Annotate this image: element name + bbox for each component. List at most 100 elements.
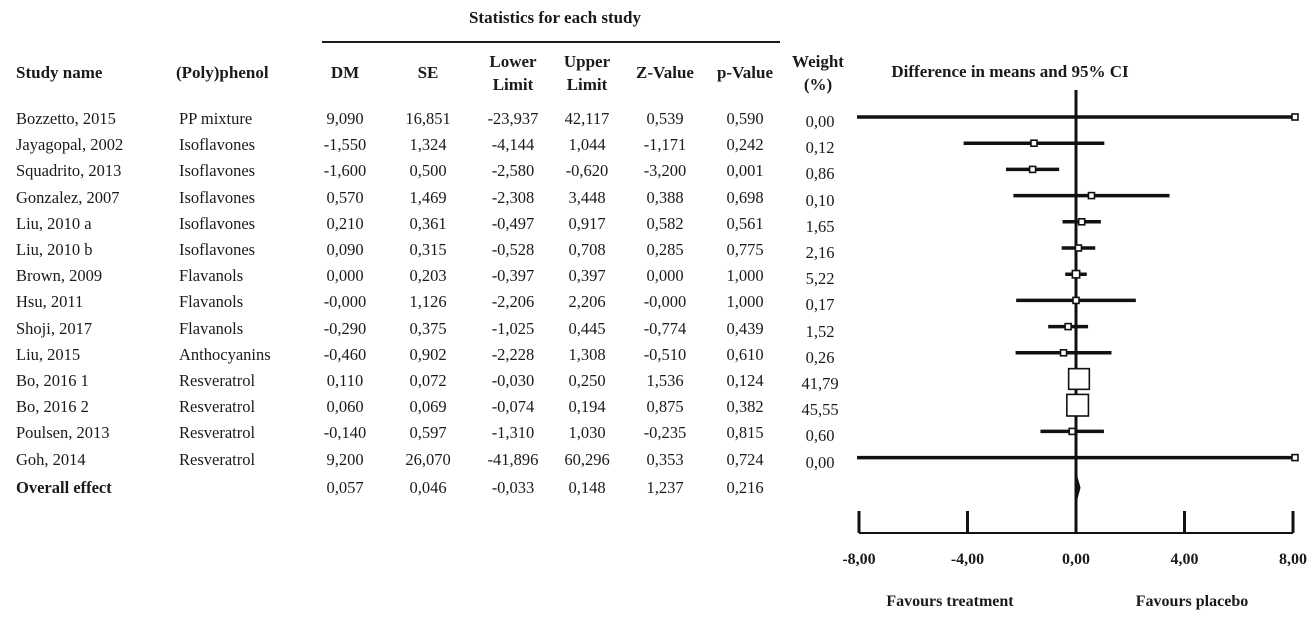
p-value: 1,000	[726, 266, 764, 286]
weight-value: 0,26	[805, 347, 835, 367]
upper-limit-value: 0,445	[568, 318, 606, 338]
z-value: 0,388	[646, 187, 684, 207]
forest-plot: Difference in means and 95% CI -8,00 -4,00…	[842, 62, 1307, 610]
x-tick-label: 0,00	[1062, 551, 1090, 568]
overall-z: 1,237	[646, 477, 684, 497]
study-name: Gonzalez, 2007	[16, 187, 120, 207]
upper-limit-value: 42,117	[564, 109, 610, 128]
study-name: Bo, 2016 2	[16, 397, 89, 417]
study-name: Jayagopal, 2002	[16, 135, 124, 155]
p-value: 0,382	[726, 397, 764, 417]
polyphenol: Resveratrol	[179, 449, 256, 469]
p-value: 0,001	[726, 161, 764, 181]
upper-limit-value: -0,620	[565, 161, 609, 181]
se-value: 0,069	[409, 397, 447, 417]
polyphenol: Resveratrol	[179, 397, 256, 417]
study-name: Liu, 2010 a	[16, 213, 92, 233]
header-se: SE	[417, 63, 439, 82]
x-tick-label: -4,00	[951, 551, 984, 568]
upper-limit-value: 1,044	[568, 135, 606, 155]
se-value: 0,902	[409, 344, 447, 364]
lower-limit-value: -1,310	[491, 423, 535, 443]
lower-limit-value: -0,497	[491, 213, 535, 233]
upper-limit-value: 0,917	[568, 213, 606, 233]
z-value: 0,875	[646, 397, 684, 417]
p-value: 0,698	[726, 187, 764, 207]
lower-limit-value: -2,206	[491, 292, 535, 312]
z-value: -0,235	[643, 423, 687, 443]
dm-value: -1,600	[323, 161, 367, 181]
point-estimate	[1077, 218, 1086, 226]
se-value: 0,597	[409, 423, 447, 443]
point-estimate	[1064, 322, 1072, 331]
upper-limit-value: 0,194	[568, 397, 606, 417]
z-value: 0,582	[646, 213, 684, 233]
z-value: 0,000	[646, 266, 684, 286]
study-name: Bo, 2016 1	[16, 371, 89, 390]
dm-value: 0,110	[326, 371, 364, 390]
p-value: 0,439	[726, 318, 764, 338]
weight-value: 1,65	[805, 216, 835, 236]
polyphenol: Flavanols	[179, 292, 244, 312]
header-z-value: Z-Value	[636, 63, 694, 82]
dm-value: -0,000	[323, 292, 367, 312]
se-value: 0,500	[409, 161, 447, 181]
study-name: Brown, 2009	[16, 266, 103, 286]
polyphenol: Anthocyanins	[179, 344, 271, 364]
point-estimate	[1059, 348, 1068, 357]
p-value: 0,561	[726, 213, 764, 233]
se-value: 0,072	[409, 371, 447, 390]
header-lower-1: Lower	[489, 52, 537, 71]
z-value: 0,353	[646, 449, 684, 469]
point-estimate	[1066, 393, 1090, 417]
p-value: 0,815	[726, 423, 764, 443]
dm-value: 0,000	[326, 266, 364, 286]
study-name: Bozzetto, 2015	[16, 109, 116, 128]
polyphenol: PP mixture	[179, 109, 253, 128]
x-tick-label: -8,00	[842, 551, 875, 568]
x-tick-label: 4,00	[1171, 551, 1199, 568]
group-header: Statistics for each study	[468, 8, 642, 27]
header-lower-2: Limit	[492, 75, 534, 94]
dm-value: 0,570	[326, 187, 364, 207]
header-p-value: p-Value	[716, 63, 774, 82]
lower-limit-value: -0,030	[491, 371, 535, 390]
z-value: 1,536	[646, 371, 684, 390]
polyphenol: Flavanols	[179, 318, 244, 338]
weight-value: 5,22	[805, 269, 835, 289]
upper-limit-value: 1,308	[568, 344, 606, 364]
p-value: 0,242	[726, 135, 764, 155]
header-weight-2: (%)	[803, 75, 833, 94]
dm-value: 9,200	[326, 449, 364, 469]
upper-limit-value: 2,206	[568, 292, 606, 312]
dm-value: -0,460	[323, 344, 367, 364]
study-name: Shoji, 2017	[16, 318, 93, 338]
point-estimate	[1291, 453, 1299, 462]
upper-limit-value: 0,708	[568, 240, 606, 259]
weight-value: 41,79	[801, 374, 839, 393]
point-estimate	[1028, 165, 1037, 174]
polyphenol: Isoflavones	[179, 187, 256, 207]
lower-limit-value: -23,937	[487, 109, 539, 128]
p-value: 0,775	[726, 240, 764, 259]
dm-value: 0,210	[326, 213, 364, 233]
header-dm: DM	[330, 63, 360, 82]
header-upper-1: Upper	[563, 52, 611, 71]
overall-upper: 0,148	[568, 477, 606, 497]
se-value: 0,361	[409, 213, 447, 233]
overall-label: Overall effect	[16, 477, 112, 497]
header-upper-2: Limit	[566, 75, 608, 94]
weight-value: 0,60	[805, 426, 835, 446]
lower-limit-value: -2,228	[491, 344, 535, 364]
upper-limit-value: 1,030	[568, 423, 606, 443]
polyphenol: Resveratrol	[179, 371, 256, 390]
weight-value: 1,52	[805, 321, 835, 341]
z-value: -0,510	[643, 344, 687, 364]
polyphenol: Isoflavones	[179, 240, 256, 259]
z-value: 0,285	[646, 240, 684, 259]
se-value: 0,315	[409, 240, 447, 259]
weight-value: 0,00	[805, 112, 835, 131]
point-estimate	[1068, 427, 1077, 436]
p-value: 0,724	[726, 449, 764, 469]
point-estimate	[1291, 113, 1299, 121]
